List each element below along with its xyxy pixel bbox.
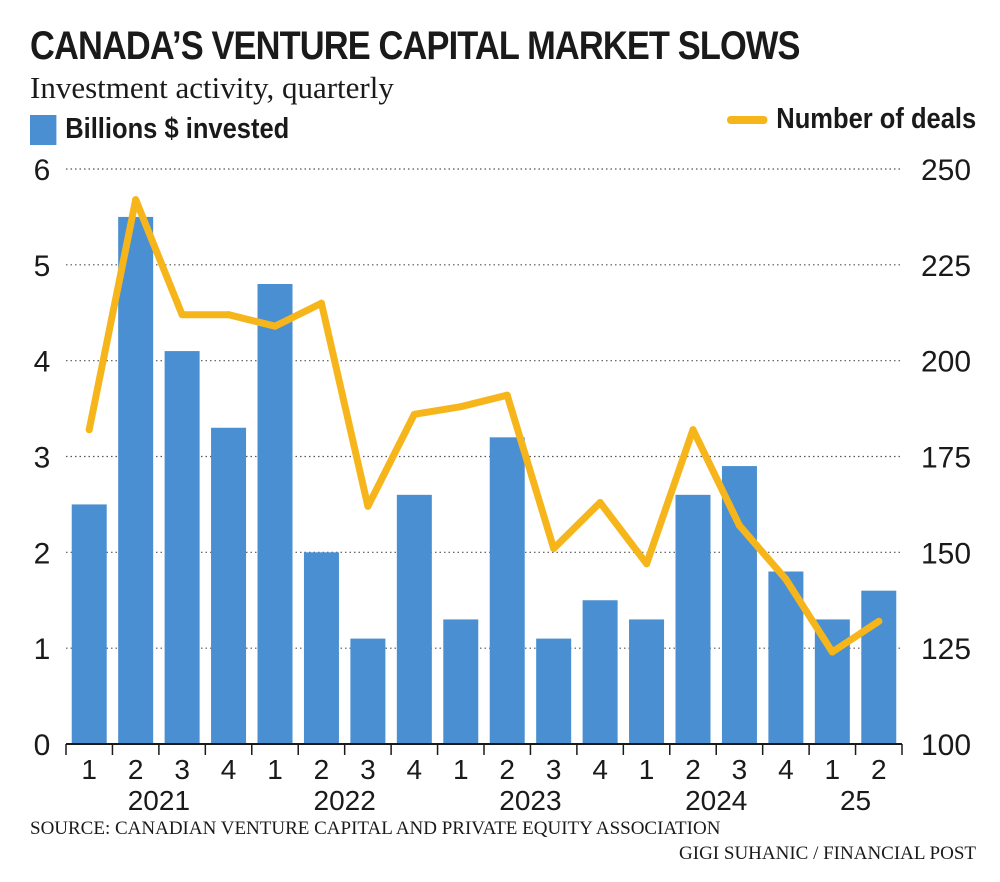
- year-label: 25: [840, 785, 871, 816]
- legend-line-label: Number of deals: [776, 103, 976, 135]
- x-tick-label: 2: [499, 754, 515, 785]
- x-tick-label: 4: [592, 754, 608, 785]
- x-tick-label: 3: [732, 754, 748, 785]
- deals-point: [271, 322, 279, 330]
- bar: [629, 619, 665, 744]
- bar: [861, 590, 897, 744]
- deals-point: [782, 575, 790, 583]
- axes: [65, 743, 903, 755]
- deals-point: [689, 426, 697, 434]
- x-tick-label: 1: [639, 754, 655, 785]
- y-left-tick-label: 2: [34, 537, 51, 570]
- bar: [350, 638, 386, 744]
- y-right-tick-label: 225: [921, 250, 971, 283]
- x-tick-label: 1: [267, 754, 283, 785]
- deals-point: [875, 617, 883, 625]
- y-left-tick-label: 6: [34, 154, 51, 187]
- bar: [721, 466, 757, 744]
- x-tick-label: 1: [453, 754, 469, 785]
- legend-line-entry: Number of deals: [726, 103, 976, 136]
- chart-subtitle: Investment activity, quarterly: [30, 70, 394, 105]
- x-tick-label: 4: [221, 754, 237, 785]
- line-series: [85, 196, 883, 656]
- deals-point: [132, 196, 140, 204]
- deals-point: [550, 545, 558, 552]
- year-label: 2023: [499, 785, 561, 816]
- deals-point: [596, 499, 604, 506]
- bar: [118, 216, 154, 744]
- year-label: 2022: [314, 785, 376, 816]
- deals-point: [225, 311, 233, 319]
- deals-point: [457, 403, 465, 411]
- y-right-tick-label: 125: [921, 633, 971, 666]
- x-tick-label: 2: [685, 754, 701, 785]
- bar: [257, 284, 293, 744]
- bar: [164, 351, 200, 744]
- credit-note: GIGI SUHANIC / FINANCIAL POST: [679, 843, 976, 864]
- deals-point: [643, 560, 651, 568]
- y-right-tick-label: 200: [921, 346, 971, 379]
- deals-line: [85, 196, 883, 656]
- y-right-tick-label: 100: [921, 729, 971, 762]
- y-left-tick-label: 1: [34, 633, 51, 666]
- bar: [536, 638, 572, 744]
- x-tick-label: 2: [128, 754, 144, 785]
- legend-bar-swatch: [30, 114, 57, 145]
- y-right-tick-label: 250: [921, 154, 971, 187]
- source-note: SOURCE: CANADIAN VENTURE CAPITAL AND PRI…: [30, 818, 721, 839]
- x-tick-label: 4: [778, 754, 794, 785]
- bar: [443, 619, 479, 744]
- bar: [582, 600, 618, 744]
- deals-point: [364, 502, 372, 510]
- deals-point: [178, 311, 186, 319]
- legend-bar-label: Billions $ invested: [65, 113, 290, 145]
- y-left-tick-label: 0: [34, 729, 51, 762]
- y-left-tick-label: 4: [34, 346, 51, 379]
- bar: [489, 437, 525, 744]
- x-tick-label: 4: [407, 754, 423, 785]
- legend-line-swatch: [726, 115, 768, 124]
- deals-point: [828, 648, 836, 656]
- bar-series: [71, 216, 897, 744]
- deals-point: [317, 299, 325, 307]
- bar: [303, 552, 339, 744]
- deals-point: [410, 410, 418, 418]
- chart-title: CANADA’S VENTURE CAPITAL MARKET SLOWS: [30, 24, 800, 68]
- bar: [396, 494, 432, 744]
- y-left-tick-label: 5: [34, 250, 51, 283]
- y-left-tick-label: 3: [34, 442, 51, 475]
- x-tick-label: 1: [825, 754, 841, 785]
- x-tick-label: 2: [314, 754, 330, 785]
- deals-point: [735, 522, 743, 529]
- y-right-tick-label: 150: [921, 537, 971, 570]
- bar: [71, 504, 107, 744]
- x-tick-label: 2: [871, 754, 887, 785]
- deals-point: [85, 426, 93, 434]
- x-tick-label: 3: [546, 754, 562, 785]
- year-label: 2024: [685, 785, 747, 816]
- x-tick-label: 3: [174, 754, 190, 785]
- year-label: 2021: [128, 785, 190, 816]
- x-tick-label: 1: [81, 754, 97, 785]
- bar: [211, 427, 247, 744]
- y-right-tick-label: 175: [921, 442, 971, 475]
- legend-bar-entry: Billions $ invested: [30, 113, 289, 146]
- deals-point: [503, 391, 511, 399]
- x-tick-label: 3: [360, 754, 376, 785]
- bar: [675, 494, 711, 744]
